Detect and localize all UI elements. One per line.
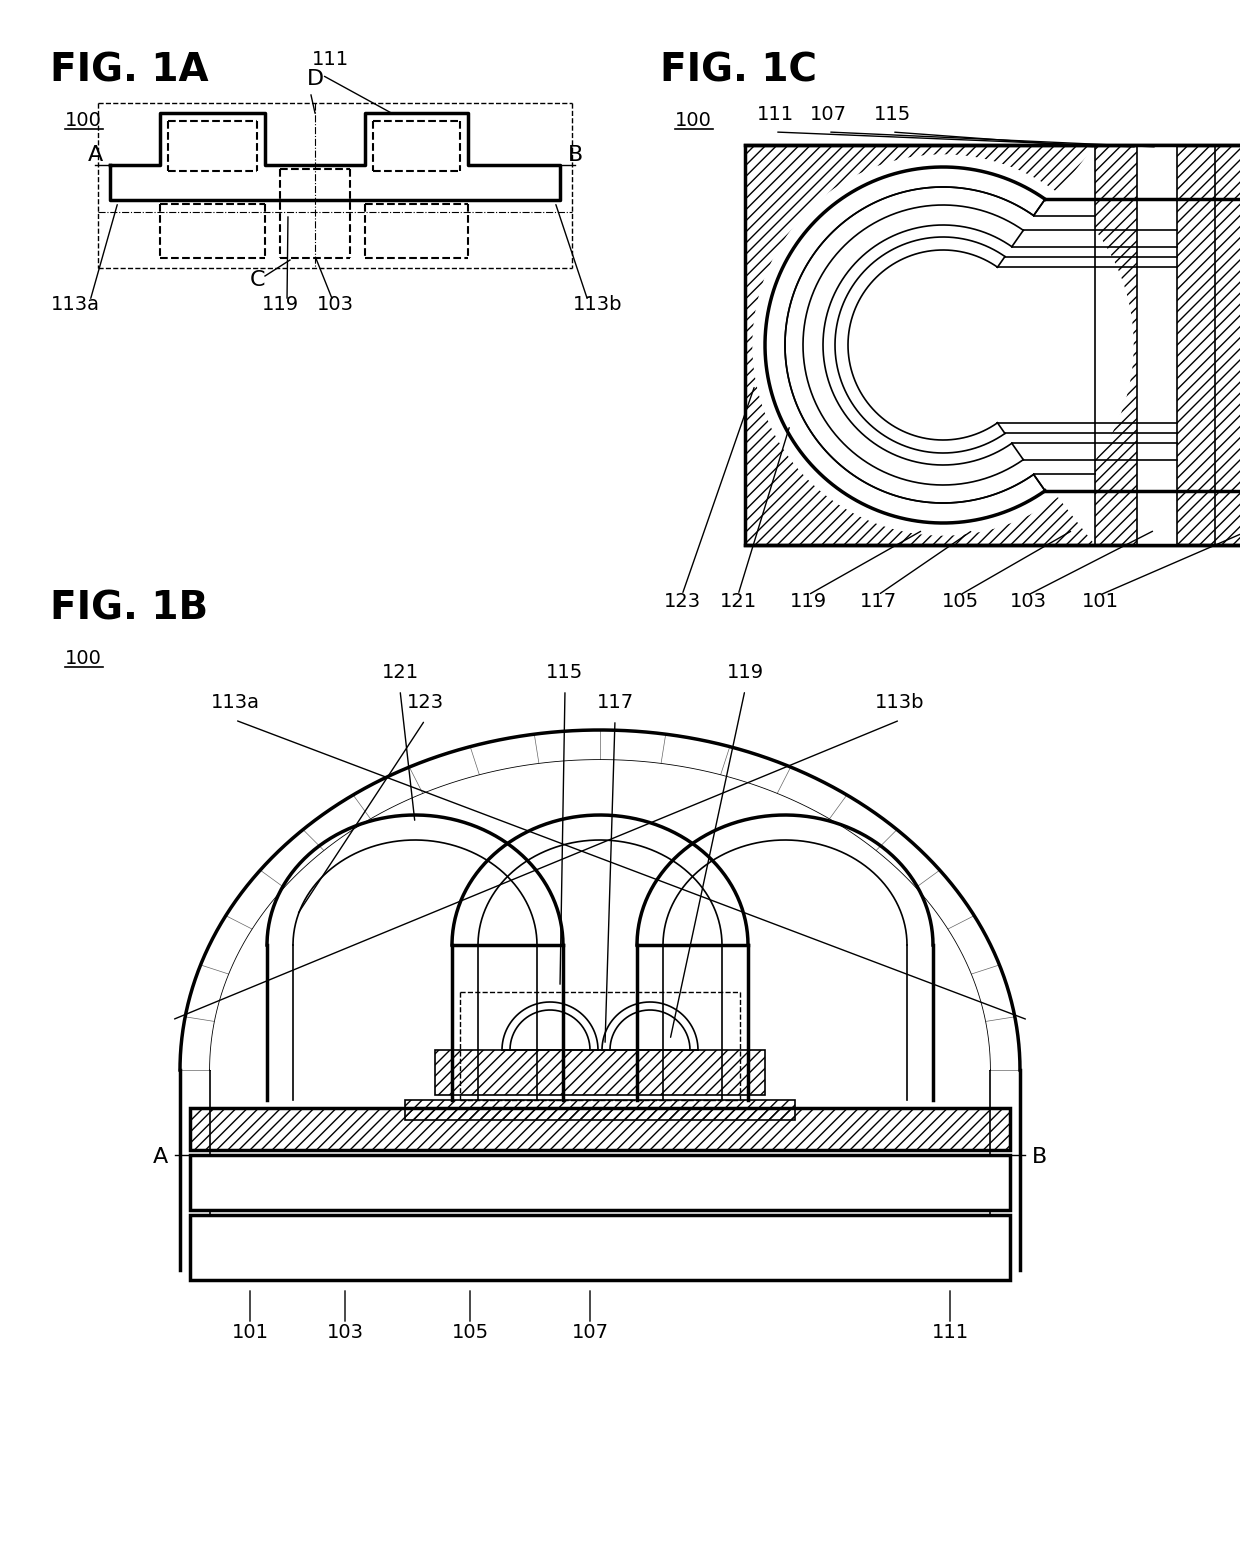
Circle shape xyxy=(849,250,1037,439)
Bar xyxy=(190,1214,1011,1279)
Text: 113a: 113a xyxy=(51,295,99,314)
Text: 101: 101 xyxy=(232,1323,269,1343)
Text: 113b: 113b xyxy=(573,295,622,314)
Bar xyxy=(405,1100,795,1120)
Text: 119: 119 xyxy=(790,592,827,610)
Polygon shape xyxy=(210,760,990,1071)
Text: 123: 123 xyxy=(407,694,444,712)
Bar xyxy=(1177,145,1240,545)
Text: B: B xyxy=(1033,1146,1048,1166)
Text: 105: 105 xyxy=(451,1323,489,1343)
Polygon shape xyxy=(823,226,1012,465)
Text: A: A xyxy=(88,145,103,165)
Text: 101: 101 xyxy=(1081,592,1118,610)
Text: 111: 111 xyxy=(311,49,348,70)
Bar xyxy=(1095,145,1137,545)
Bar xyxy=(190,1156,1011,1210)
Polygon shape xyxy=(1033,145,1095,545)
Polygon shape xyxy=(293,840,537,946)
Text: 115: 115 xyxy=(547,663,584,681)
Text: 100: 100 xyxy=(675,111,712,130)
Text: 119: 119 xyxy=(727,663,764,681)
Text: B: B xyxy=(568,145,583,165)
Text: 117: 117 xyxy=(596,694,634,712)
Text: D: D xyxy=(308,70,324,90)
Text: 100: 100 xyxy=(64,649,102,667)
Text: 105: 105 xyxy=(941,592,978,610)
Text: 117: 117 xyxy=(859,592,897,610)
Polygon shape xyxy=(477,840,722,946)
Text: 113a: 113a xyxy=(211,694,259,712)
Text: FIG. 1B: FIG. 1B xyxy=(50,590,208,627)
Text: 115: 115 xyxy=(873,105,910,124)
Polygon shape xyxy=(785,187,1034,504)
Bar xyxy=(435,1051,765,1095)
Text: 103: 103 xyxy=(1009,592,1047,610)
Bar xyxy=(745,145,1240,545)
Polygon shape xyxy=(663,840,906,946)
Text: 107: 107 xyxy=(572,1323,609,1343)
Text: 107: 107 xyxy=(810,105,847,124)
Text: 121: 121 xyxy=(719,592,756,610)
Circle shape xyxy=(753,154,1133,535)
Bar xyxy=(1137,145,1177,545)
Text: 113b: 113b xyxy=(875,694,925,712)
Text: 111: 111 xyxy=(931,1323,968,1343)
Text: FIG. 1A: FIG. 1A xyxy=(50,53,208,90)
Text: 103: 103 xyxy=(316,295,353,314)
Bar xyxy=(190,1108,1011,1149)
Text: 100: 100 xyxy=(64,111,102,130)
Text: 123: 123 xyxy=(663,592,701,610)
Text: C: C xyxy=(250,270,265,290)
Text: A: A xyxy=(153,1146,167,1166)
Text: 111: 111 xyxy=(756,105,794,124)
Text: 121: 121 xyxy=(382,663,419,681)
Text: FIG. 1C: FIG. 1C xyxy=(660,53,817,90)
Text: 103: 103 xyxy=(326,1323,363,1343)
Text: 119: 119 xyxy=(262,295,299,314)
